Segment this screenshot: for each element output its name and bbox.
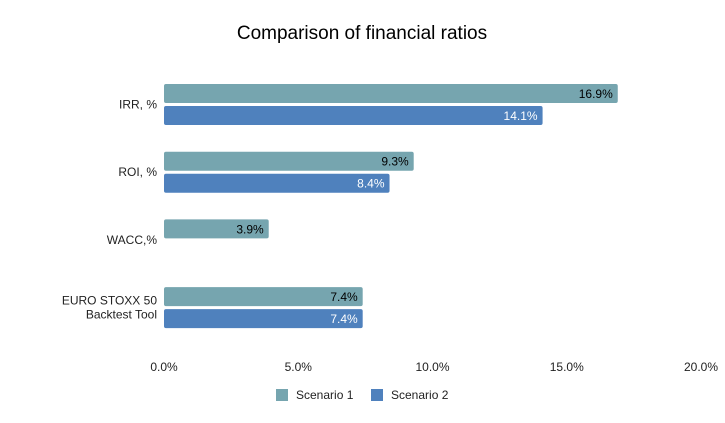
data-label-2-1: 14.1% — [504, 109, 538, 123]
x-tick-label-5: 20.0% — [684, 360, 718, 374]
x-tick-label-1: 0.0% — [150, 360, 178, 374]
data-label-1-4: 7.4% — [330, 290, 358, 304]
legend-label-1[interactable]: Scenario 1 — [296, 388, 354, 402]
legend-label-2[interactable]: Scenario 2 — [391, 388, 449, 402]
legend[interactable]: Scenario 1 Scenario 2 — [276, 388, 449, 402]
bar-2-1 — [164, 106, 543, 125]
data-label-2-2: 8.4% — [357, 177, 385, 191]
chart-title: Comparison of financial ratios — [237, 23, 487, 44]
bar-1-3 — [164, 219, 269, 239]
bar-2-2 — [164, 173, 390, 193]
legend-swatch-2[interactable] — [371, 389, 383, 401]
bars-layer: 16.9% 14.1% 9.3% 8.4% 3.9% 7.4% 7.4% — [164, 84, 618, 329]
bar-1-4 — [164, 287, 363, 307]
category-labels: IRR, % ROI, % WACC,% EURO STOXX 50Backtest … — [62, 98, 157, 322]
bar-1-2 — [164, 151, 414, 171]
category-label-1: IRR, % — [119, 98, 157, 112]
category-label-4-line-1: EURO STOXX 50 — [62, 294, 157, 308]
x-tick-label-3: 10.0% — [415, 360, 449, 374]
category-label-2: ROI, % — [118, 165, 157, 179]
bar-2-4 — [164, 309, 363, 329]
category-label-4-line-2: Backtest Tool — [86, 308, 157, 322]
x-tick-label-2: 5.0% — [285, 360, 313, 374]
data-label-1-3: 3.9% — [236, 222, 264, 236]
legend-swatch-1[interactable] — [276, 389, 288, 401]
category-label-3: WACC,% — [107, 233, 158, 247]
x-tick-label-4: 15.0% — [550, 360, 584, 374]
bar-1-1 — [164, 84, 618, 103]
data-label-2-4: 7.4% — [330, 312, 358, 326]
data-label-1-1: 16.9% — [579, 87, 613, 101]
data-label-1-2: 9.3% — [381, 155, 409, 169]
x-axis: 0.0% 5.0% 10.0% 15.0% 20.0% — [150, 360, 718, 374]
